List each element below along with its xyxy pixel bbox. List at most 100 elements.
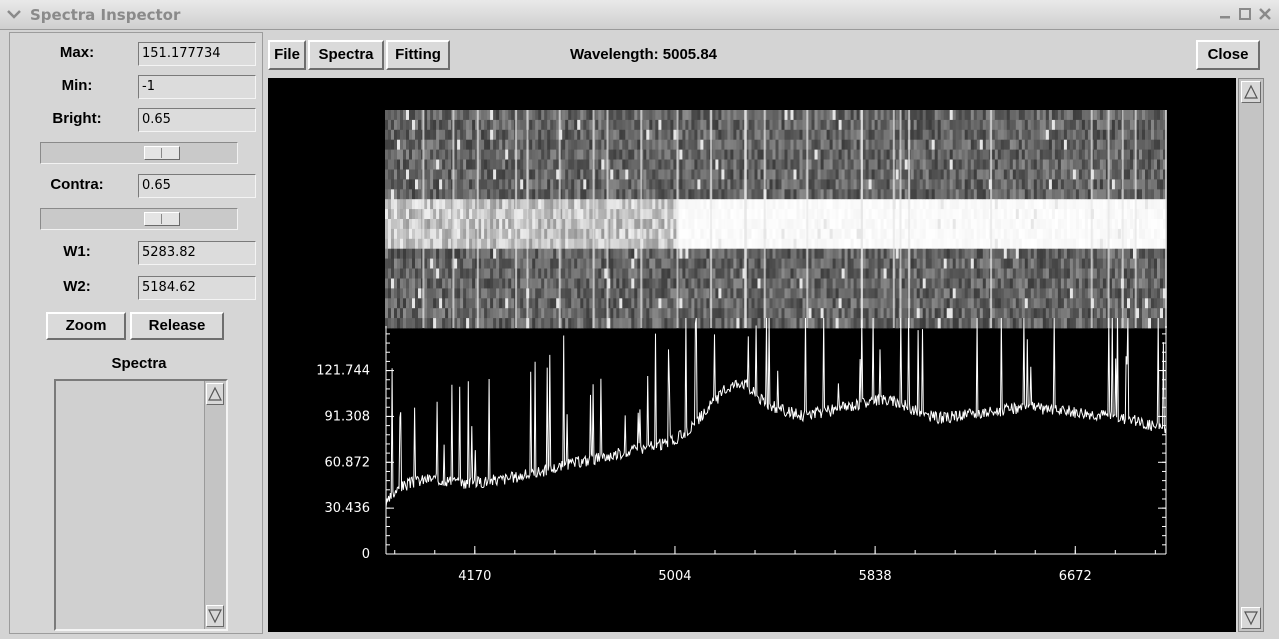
image-pixel <box>940 119 945 131</box>
image-pixel <box>520 258 524 269</box>
image-pixel <box>619 288 623 299</box>
image-pixel <box>736 238 740 250</box>
image-pixel <box>967 209 972 220</box>
image-pixel <box>1039 288 1044 299</box>
image-pixel <box>562 308 566 319</box>
image-pixel <box>412 318 416 329</box>
image-pixel <box>625 129 629 141</box>
image-pixel <box>475 278 479 289</box>
image-pixel <box>979 149 984 160</box>
image-pixel <box>433 278 437 289</box>
image-pixel <box>889 278 893 289</box>
image-pixel <box>724 199 728 210</box>
window-title: Spectra Inspector <box>30 6 181 24</box>
bright-slider-thumb[interactable] <box>144 146 180 160</box>
w1-field[interactable]: 5283.82 <box>138 241 256 265</box>
image-pixel <box>664 159 668 170</box>
file-menu-button[interactable]: File <box>268 40 306 70</box>
image-pixel <box>1042 288 1047 299</box>
spectra-menu-button[interactable]: Spectra <box>308 40 384 70</box>
image-pixel <box>652 228 656 240</box>
image-pixel <box>478 189 482 200</box>
image-pixel <box>460 228 464 240</box>
contra-field[interactable]: 0.65 <box>138 174 256 198</box>
image-pixel <box>604 268 608 279</box>
image-pixel <box>658 288 662 299</box>
window-menu-chevron-icon[interactable] <box>6 6 22 22</box>
image-pixel <box>997 129 1002 141</box>
image-pixel <box>667 219 671 230</box>
image-pixel <box>718 308 722 319</box>
image-pixel <box>814 209 818 220</box>
image-pixel <box>532 318 536 329</box>
image-pixel <box>556 238 560 250</box>
image-pixel <box>1033 110 1038 121</box>
maximize-icon[interactable] <box>1238 7 1252 21</box>
image-pixel <box>415 268 419 279</box>
contra-slider[interactable] <box>40 208 238 230</box>
image-pixel <box>643 119 647 131</box>
image-pixel <box>1024 209 1029 220</box>
image-pixel <box>460 149 464 160</box>
image-pixel <box>475 199 479 210</box>
close-button[interactable]: Close <box>1196 40 1260 70</box>
image-pixel <box>472 278 476 289</box>
image-pixel <box>1003 209 1008 220</box>
spectra-listbox[interactable] <box>54 379 228 631</box>
scroll-up-arrow-icon[interactable] <box>206 383 224 405</box>
close-window-icon[interactable] <box>1258 7 1272 21</box>
image-pixel <box>766 308 770 319</box>
spectra-list-scrollbar[interactable] <box>204 381 226 629</box>
image-pixel <box>457 228 461 240</box>
image-pixel <box>772 238 776 250</box>
image-pixel <box>1000 149 1005 160</box>
image-pixel <box>967 129 972 141</box>
release-button[interactable]: Release <box>130 312 224 340</box>
image-pixel <box>970 119 975 131</box>
fitting-menu-button[interactable]: Fitting <box>386 40 450 70</box>
min-field[interactable]: -1 <box>138 75 256 99</box>
image-pixel <box>406 288 410 299</box>
image-pixel <box>580 258 584 269</box>
image-pixel <box>424 199 428 210</box>
image-pixel <box>1045 189 1050 200</box>
image-pixel <box>508 169 512 180</box>
image-pixel <box>751 149 755 160</box>
spectrum-2d-image[interactable] <box>385 110 1167 329</box>
image-pixel <box>991 238 996 250</box>
image-pixel <box>490 318 494 329</box>
image-pixel <box>682 139 686 150</box>
scroll-down-arrow-icon[interactable] <box>206 605 224 627</box>
image-pixel <box>826 238 830 250</box>
image-pixel <box>871 219 875 230</box>
spectrum-plot-area[interactable]: 0 30.436 60.872 91.308 121.744 4170 5004 5838 66… <box>268 78 1236 632</box>
image-pixel <box>745 179 749 190</box>
image-pixel <box>874 119 878 131</box>
minimize-icon[interactable] <box>1218 7 1232 21</box>
image-pixel <box>679 298 683 309</box>
image-pixel <box>391 219 395 230</box>
zoom-button[interactable]: Zoom <box>46 312 126 340</box>
bright-field[interactable]: 0.65 <box>138 108 256 132</box>
image-pixel <box>784 129 788 141</box>
w2-field[interactable]: 5184.62 <box>138 276 256 300</box>
image-pixel <box>853 228 857 240</box>
image-pixel <box>397 258 401 269</box>
image-pixel <box>844 278 848 289</box>
image-pixel <box>1036 298 1041 309</box>
bright-slider[interactable] <box>40 142 238 164</box>
contra-slider-thumb[interactable] <box>144 212 180 226</box>
image-pixel <box>568 199 572 210</box>
image-pixel <box>967 278 972 289</box>
image-pixel <box>1027 228 1032 240</box>
image-pixel <box>766 169 770 180</box>
image-pixel <box>784 238 788 250</box>
image-pixel <box>595 308 599 319</box>
max-field[interactable]: 151.177734 <box>138 42 256 66</box>
image-pixel <box>736 169 740 180</box>
image-pixel <box>523 219 527 230</box>
image-pixel <box>766 129 770 141</box>
image-pixel <box>649 169 653 180</box>
image-pixel <box>550 318 554 329</box>
